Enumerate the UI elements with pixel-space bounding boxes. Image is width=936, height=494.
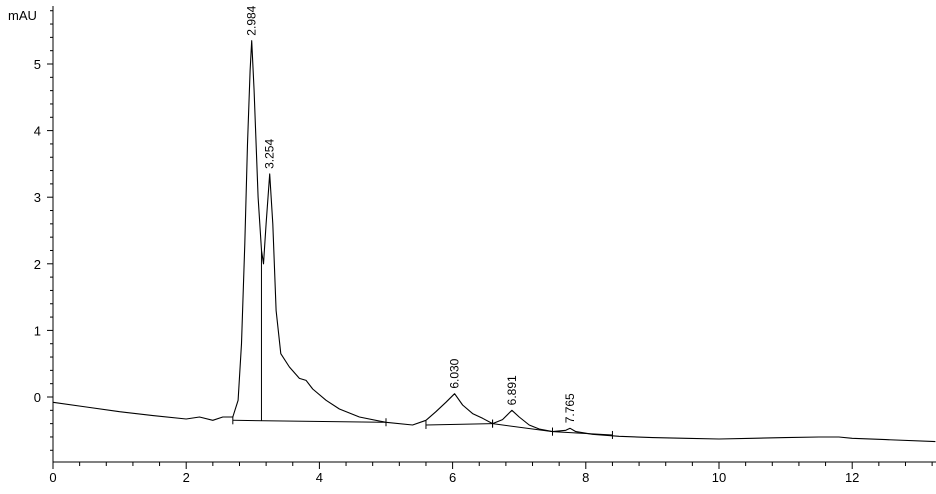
y-tick-label: 3	[34, 190, 41, 205]
x-tick-label: 8	[582, 470, 589, 485]
y-tick-label: 2	[34, 257, 41, 272]
x-tick-label: 6	[449, 470, 456, 485]
baseline-segment	[425, 423, 493, 426]
y-axis-ticks: 0 1 2 3 4 5	[34, 10, 53, 451]
x-tick-label: 12	[845, 470, 859, 485]
peak-label: 6.891	[505, 375, 519, 405]
y-tick-label: 5	[34, 57, 41, 72]
x-axis-ticks: 0 2 4 6 8 10 12	[49, 462, 933, 485]
y-tick-label: 1	[34, 323, 41, 338]
peak-label: 2.984	[245, 5, 259, 35]
y-tick-label: 4	[34, 124, 41, 139]
chromatogram-trace	[52, 40, 936, 443]
x-tick-label: 0	[49, 470, 56, 485]
y-axis-unit-label: mAU	[8, 8, 37, 23]
baseline-segment	[492, 423, 553, 433]
baseline-segment	[552, 431, 613, 436]
baseline-segment	[232, 419, 387, 423]
x-tick-label: 4	[316, 470, 323, 485]
peak-label: 3.254	[263, 139, 277, 169]
peak-label: 6.030	[448, 358, 462, 388]
x-tick-label: 10	[712, 470, 726, 485]
peak-label: 7.765	[563, 393, 577, 423]
peak-labels: 2.984 3.254 6.030 6.891 7.765	[245, 5, 577, 423]
peak-baselines	[232, 250, 613, 439]
x-tick-label: 2	[183, 470, 190, 485]
y-tick-label: 0	[34, 390, 41, 405]
